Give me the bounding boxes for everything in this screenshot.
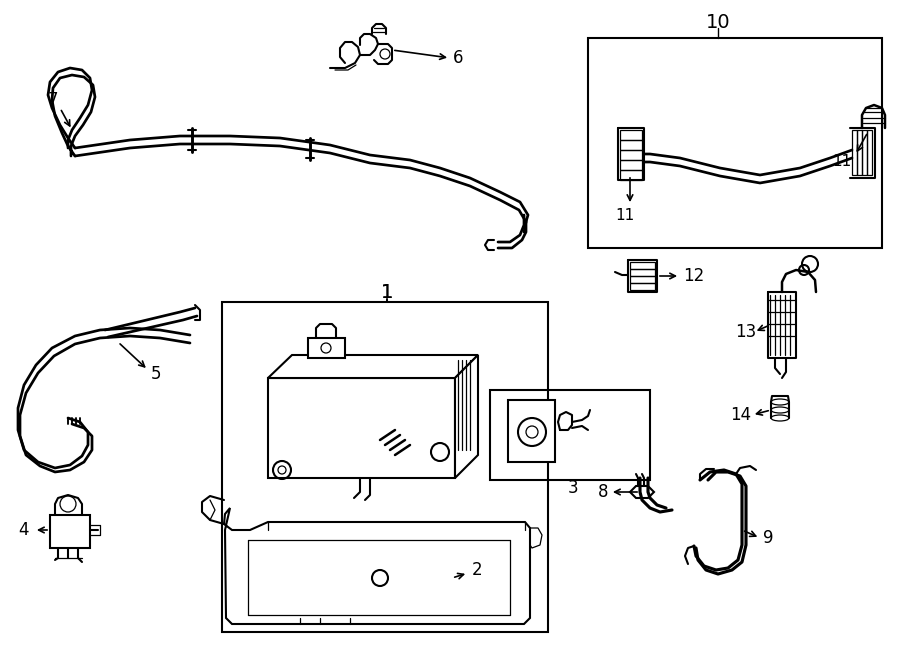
Text: 8: 8 <box>598 483 608 501</box>
Text: 1: 1 <box>381 284 393 303</box>
Circle shape <box>278 466 286 474</box>
Text: 6: 6 <box>453 49 464 67</box>
Text: 11: 11 <box>832 155 851 169</box>
Text: 7: 7 <box>48 91 58 109</box>
Text: 11: 11 <box>615 208 634 223</box>
Text: 4: 4 <box>18 521 29 539</box>
Polygon shape <box>268 355 478 378</box>
Text: 5: 5 <box>151 365 161 383</box>
Text: 10: 10 <box>706 13 730 32</box>
Polygon shape <box>455 355 478 478</box>
Polygon shape <box>308 338 345 358</box>
Text: 3: 3 <box>568 479 579 497</box>
Polygon shape <box>508 400 555 462</box>
Polygon shape <box>224 508 530 624</box>
Text: 2: 2 <box>472 561 482 579</box>
Polygon shape <box>268 378 455 478</box>
Text: 14: 14 <box>730 406 752 424</box>
Text: 1: 1 <box>381 284 393 303</box>
Text: 9: 9 <box>763 529 773 547</box>
Text: 13: 13 <box>735 323 756 341</box>
Text: 12: 12 <box>683 267 704 285</box>
